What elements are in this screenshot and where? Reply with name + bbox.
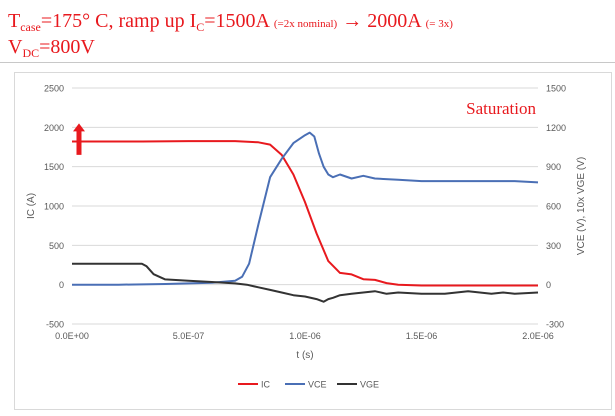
v-value: =800V xyxy=(39,36,95,58)
y-tick-label: 0 xyxy=(59,280,64,290)
left-axis-ticks: -500 0 500 1000 1500 2000 2500 xyxy=(44,84,64,330)
up-arrow-icon xyxy=(72,123,85,155)
header-divider xyxy=(0,62,615,63)
grid-lines xyxy=(72,87,538,325)
y2-tick-label: -300 xyxy=(546,320,564,330)
y-axis-label: IC (A) xyxy=(26,193,37,219)
y-tick-label: 1500 xyxy=(44,162,64,172)
y-tick-label: -500 xyxy=(46,320,64,330)
target-note: (= 3x) xyxy=(425,18,453,30)
y2-tick-label: 1200 xyxy=(546,123,566,133)
legend-label-ic: IC xyxy=(261,380,271,390)
i-note: (=2x nominal) xyxy=(273,18,338,30)
x-tick-label: 5.0E-07 xyxy=(173,331,205,341)
t-condition: =175° C, ramp up I xyxy=(40,10,197,32)
title-line-2: VDC=800V xyxy=(8,34,608,60)
y-tick-label: 500 xyxy=(49,241,64,251)
i-subscript: C xyxy=(196,20,205,34)
x-tick-label: 2.0E-06 xyxy=(522,331,554,341)
saturation-annotation: Saturation xyxy=(466,99,536,118)
y2-tick-label: 0 xyxy=(546,280,551,290)
x-tick-label: 0.0E+00 xyxy=(55,331,89,341)
y2-tick-label: 600 xyxy=(546,202,561,212)
v-symbol: V xyxy=(8,36,23,58)
waveform-chart: -500 0 500 1000 1500 2000 2500 -300 0 300 600 900 1… xyxy=(26,84,587,390)
series-lines xyxy=(72,131,539,303)
legend: IC VCE VGE xyxy=(238,380,379,390)
x-axis-label: t (s) xyxy=(296,350,313,361)
x-tick-label: 1.0E-06 xyxy=(289,331,321,341)
x-axis-ticks: 0.0E+00 5.0E-07 1.0E-06 1.5E-06 2.0E-06 xyxy=(55,331,554,341)
t-symbol: T xyxy=(8,10,21,32)
y-tick-label: 1000 xyxy=(44,202,64,212)
arrow-icon: → xyxy=(342,10,363,32)
arrow-shaft xyxy=(76,130,82,155)
y2-axis-label: VCE (V), 10x VGE (V) xyxy=(576,157,587,255)
v-subscript: DC xyxy=(22,46,40,60)
x-tick-label: 1.5E-06 xyxy=(406,331,438,341)
slide-header: Tcase=175° C, ramp up IC=1500A (=2x nomi… xyxy=(8,8,608,60)
arrow-head xyxy=(72,123,85,132)
chart-frame: -500 0 500 1000 1500 2000 2500 -300 0 300 600 900 1… xyxy=(14,72,612,410)
legend-label-vce: VCE xyxy=(308,380,327,390)
target-value: 2000A xyxy=(362,10,421,32)
series-line-vge xyxy=(72,262,539,303)
y-tick-label: 2500 xyxy=(44,84,64,94)
title-line-1: Tcase=175° C, ramp up IC=1500A (=2x nomi… xyxy=(8,8,608,34)
legend-label-vge: VGE xyxy=(360,380,379,390)
series-line-vce xyxy=(72,131,539,286)
y2-tick-label: 1500 xyxy=(546,84,566,94)
series-line-ic xyxy=(72,140,538,287)
y2-tick-label: 900 xyxy=(546,162,561,172)
i-value: =1500A xyxy=(204,10,269,32)
t-subscript: case xyxy=(20,20,41,34)
y-tick-label: 2000 xyxy=(44,123,64,133)
y2-tick-label: 300 xyxy=(546,241,561,251)
right-axis-ticks: -300 0 300 600 900 1200 1500 xyxy=(546,84,566,330)
